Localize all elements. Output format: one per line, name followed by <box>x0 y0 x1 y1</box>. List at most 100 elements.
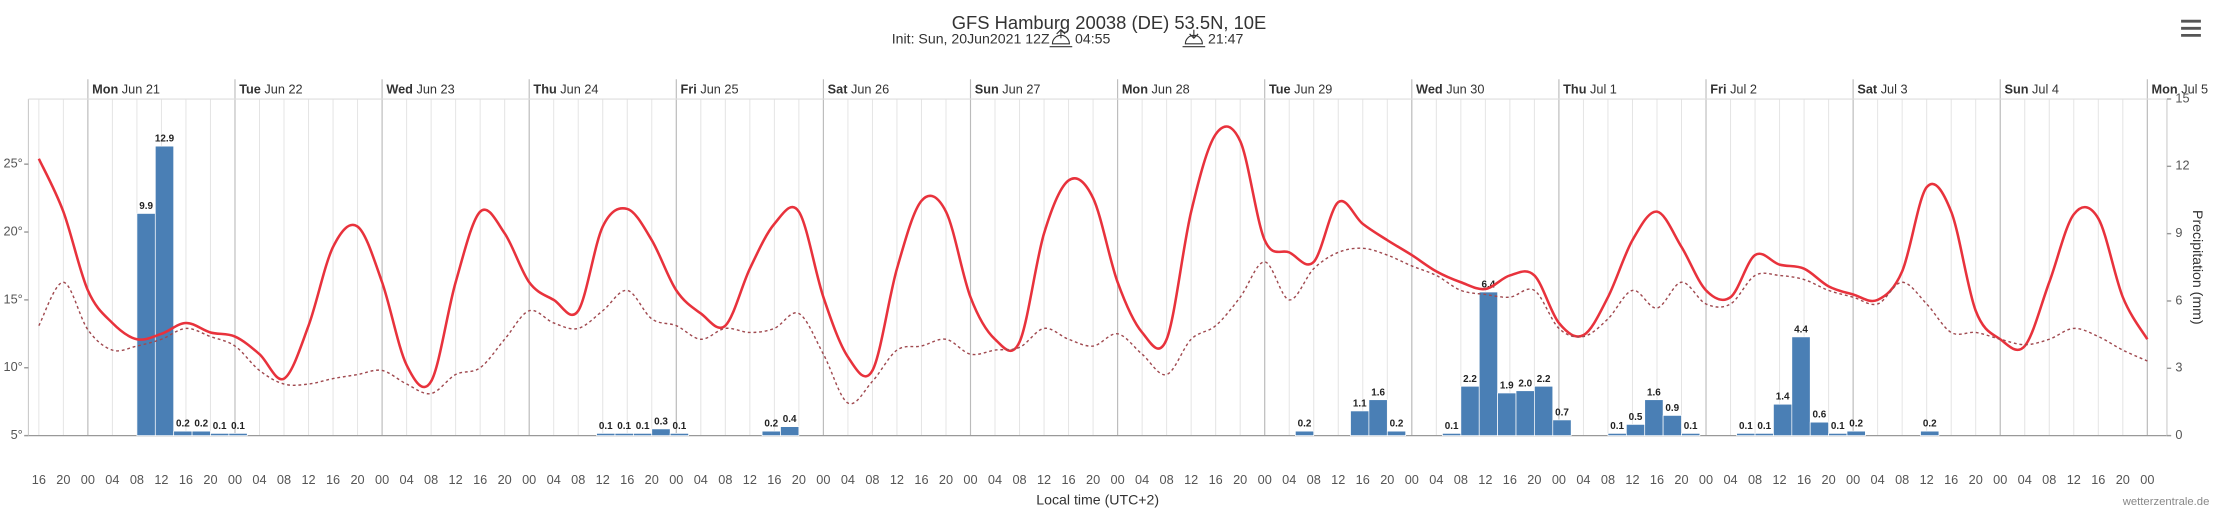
precip-bar <box>1350 410 1370 436</box>
x-tick-label: 12 <box>1478 472 1492 487</box>
x-tick-label: 20 <box>792 472 806 487</box>
precip-bar <box>1386 430 1407 436</box>
day-label: Fri Jul 2 <box>1710 82 1757 97</box>
precip-bar <box>1368 399 1388 436</box>
x-tick-label: 20 <box>1969 472 1983 487</box>
x-tick-label: 04 <box>400 472 414 487</box>
x-tick-label: 12 <box>743 472 757 487</box>
bar-value-label: 1.6 <box>1371 387 1385 398</box>
x-tick-label: 04 <box>1723 472 1737 487</box>
bar-value-label: 1.9 <box>1500 381 1514 392</box>
x-tick-label: 16 <box>1503 472 1517 487</box>
bar-value-label: 0.1 <box>636 421 650 432</box>
precip-bar <box>1920 430 1940 436</box>
bar-value-label: 0.2 <box>764 419 778 430</box>
precip-bar <box>136 213 156 436</box>
bar-value-label: 0.1 <box>672 421 686 432</box>
day-weekday: Fri <box>1710 82 1726 97</box>
x-tick-label: 04 <box>2018 472 2032 487</box>
x-tick-label: 00 <box>1699 472 1713 487</box>
x-tick-label: 16 <box>32 472 46 487</box>
precip-bar <box>1295 430 1315 436</box>
x-tick-label: 04 <box>841 472 855 487</box>
day-weekday: Tue <box>1269 82 1291 97</box>
x-tick-label: 20 <box>203 472 217 487</box>
x-tick-label: 20 <box>2116 472 2130 487</box>
bar-value-label: 0.1 <box>1831 421 1845 432</box>
bar-value-label: 0.3 <box>654 416 668 427</box>
precip-bar <box>1497 392 1517 436</box>
x-tick-label: 16 <box>1650 472 1664 487</box>
x-tick-label: 00 <box>1552 472 1566 487</box>
x-tick-label: 08 <box>1454 472 1468 487</box>
x-tick-label: 20 <box>1527 472 1541 487</box>
y2-tick-label: 0 <box>2175 427 2182 442</box>
day-date: Jun 27 <box>1002 82 1040 97</box>
bar-value-label: 0.6 <box>1813 410 1827 421</box>
x-tick-label: 20 <box>1380 472 1394 487</box>
x-tick-label: 08 <box>1307 472 1321 487</box>
day-date: Jul 4 <box>2032 82 2059 97</box>
x-axis-title: Local time (UTC+2) <box>1036 491 1159 507</box>
y2-tick-label: 6 <box>2175 292 2182 307</box>
x-tick-label: 16 <box>1944 472 1958 487</box>
x-tick-label: 00 <box>1258 472 1272 487</box>
precip-bar <box>633 433 653 436</box>
x-tick-label: 08 <box>1748 472 1762 487</box>
bar-value-label: 0.5 <box>1629 412 1643 423</box>
y2-tick-label: 15 <box>2175 90 2189 105</box>
day-label: Wed Jun 23 <box>386 82 454 97</box>
x-tick-label: 16 <box>473 472 487 487</box>
day-label: Thu Jul 1 <box>1563 82 1617 97</box>
x-tick-label: 20 <box>1086 472 1100 487</box>
x-tick-label: 08 <box>2042 472 2056 487</box>
bar-value-label: 2.2 <box>1463 374 1477 385</box>
x-tick-label: 12 <box>1625 472 1639 487</box>
bar-value-label: 0.2 <box>1390 419 1404 430</box>
day-label: Mon Jul 5 <box>2152 82 2209 97</box>
day-weekday: Sat <box>828 82 849 97</box>
x-tick-label: 08 <box>130 472 144 487</box>
bar-value-label: 0.1 <box>617 421 631 432</box>
day-weekday: Mon <box>1122 82 1148 97</box>
x-tick-label: 00 <box>81 472 95 487</box>
precip-bar <box>154 145 175 436</box>
precip-bar <box>1791 336 1811 436</box>
x-tick-label: 12 <box>890 472 904 487</box>
x-tick-label: 00 <box>228 472 242 487</box>
precip-bar <box>1644 399 1664 436</box>
x-tick-label: 04 <box>1429 472 1443 487</box>
precip-bar <box>1846 430 1866 436</box>
dewpoint-line <box>38 247 2148 405</box>
day-weekday: Thu <box>533 82 556 97</box>
x-tick-label: 00 <box>2140 472 2154 487</box>
precip-bar <box>1442 433 1462 436</box>
y-tick-label: 10° <box>4 359 23 374</box>
menu-button[interactable] <box>2181 19 2201 37</box>
precip-bar <box>1607 433 1627 436</box>
day-date: Jul 2 <box>1730 82 1757 97</box>
x-tick-label: 04 <box>694 472 708 487</box>
x-tick-label: 04 <box>547 472 561 487</box>
x-tick-label: 00 <box>1993 472 2007 487</box>
x-tick-label: 08 <box>865 472 879 487</box>
x-tick-label: 08 <box>277 472 291 487</box>
x-tick-label: 20 <box>939 472 953 487</box>
x-tick-label: 04 <box>988 472 1002 487</box>
x-tick-label: 12 <box>1920 472 1934 487</box>
precip-bar <box>1534 385 1554 436</box>
day-weekday: Wed <box>386 82 413 97</box>
precip-bar <box>1460 385 1480 436</box>
x-tick-label: 16 <box>1356 472 1370 487</box>
bar-value-label: 1.1 <box>1353 398 1367 409</box>
x-tick-label: 16 <box>1797 472 1811 487</box>
x-tick-label: 00 <box>375 472 389 487</box>
bar-value-label: 0.2 <box>1923 419 1937 430</box>
y-tick-label: 15° <box>4 291 23 306</box>
x-tick-label: 08 <box>1895 472 1909 487</box>
precip-bar <box>173 430 193 436</box>
precip-bar <box>191 430 211 436</box>
x-tick-label: 00 <box>1405 472 1419 487</box>
day-weekday: Wed <box>1416 82 1443 97</box>
